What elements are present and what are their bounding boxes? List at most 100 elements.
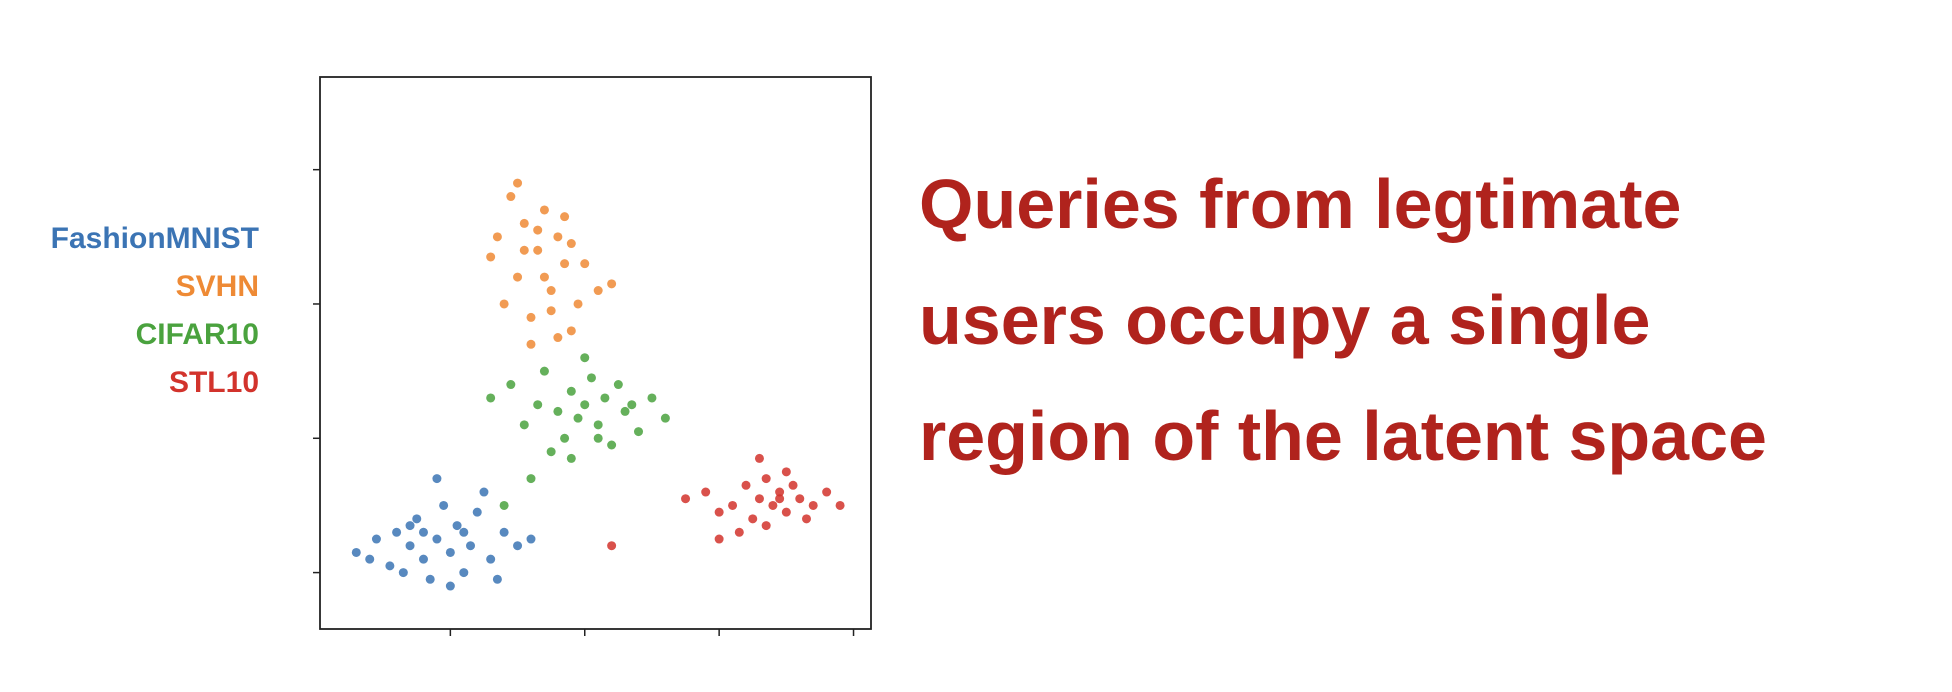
point xyxy=(533,225,543,235)
point xyxy=(634,427,644,437)
point xyxy=(801,514,811,524)
point xyxy=(607,541,617,551)
point xyxy=(425,574,435,584)
point xyxy=(546,306,556,316)
point xyxy=(620,406,630,416)
point xyxy=(486,252,496,262)
point xyxy=(714,507,724,517)
point xyxy=(405,541,415,551)
legend-label: STL10 xyxy=(169,366,259,399)
plot-frame xyxy=(319,76,872,630)
point xyxy=(459,568,469,578)
point xyxy=(593,420,603,430)
point xyxy=(439,500,449,510)
point xyxy=(701,487,711,497)
point xyxy=(492,232,502,242)
point xyxy=(452,521,462,531)
point xyxy=(660,413,670,423)
point xyxy=(573,413,583,423)
point xyxy=(539,205,549,215)
point xyxy=(593,433,603,443)
point xyxy=(506,192,516,202)
annotation-line: users occupy a single xyxy=(919,281,1650,359)
point xyxy=(519,218,529,228)
point xyxy=(526,474,536,484)
point xyxy=(600,393,610,403)
annotation-line: Queries from legtimate xyxy=(919,165,1681,243)
point xyxy=(499,527,509,537)
point xyxy=(412,514,422,524)
point xyxy=(607,440,617,450)
point xyxy=(499,500,509,510)
legend-label: SVHN xyxy=(176,270,259,303)
point xyxy=(539,366,549,376)
point xyxy=(607,279,617,289)
point xyxy=(573,299,583,309)
point xyxy=(486,393,496,403)
point xyxy=(459,527,469,537)
point xyxy=(681,494,691,504)
point xyxy=(775,494,785,504)
point xyxy=(432,474,442,484)
point xyxy=(513,541,523,551)
point xyxy=(714,534,724,544)
point xyxy=(761,521,771,531)
point xyxy=(613,380,623,390)
point xyxy=(398,568,408,578)
point xyxy=(513,272,523,282)
point xyxy=(566,386,576,396)
point xyxy=(822,487,832,497)
point xyxy=(627,400,637,410)
point xyxy=(385,561,395,571)
point xyxy=(761,474,771,484)
point xyxy=(418,527,428,537)
point xyxy=(371,534,381,544)
point xyxy=(560,212,570,222)
point xyxy=(553,406,563,416)
point xyxy=(788,480,798,490)
point xyxy=(566,326,576,336)
point xyxy=(835,500,845,510)
point xyxy=(418,554,428,564)
point xyxy=(519,420,529,430)
point xyxy=(466,541,476,551)
point xyxy=(586,373,596,383)
point xyxy=(472,507,482,517)
legend-label: CIFAR10 xyxy=(136,318,259,351)
point xyxy=(513,178,523,188)
point xyxy=(519,245,529,255)
point xyxy=(546,286,556,296)
point xyxy=(553,333,563,343)
point xyxy=(560,433,570,443)
point xyxy=(526,339,536,349)
point xyxy=(539,272,549,282)
legend-label: FashionMNIST xyxy=(51,222,259,255)
point xyxy=(499,299,509,309)
point xyxy=(351,547,361,557)
point xyxy=(526,534,536,544)
point xyxy=(566,239,576,249)
point xyxy=(754,453,764,463)
point xyxy=(754,494,764,504)
point xyxy=(593,286,603,296)
point xyxy=(734,527,744,537)
point xyxy=(445,547,455,557)
point xyxy=(533,400,543,410)
point xyxy=(566,453,576,463)
point xyxy=(748,514,758,524)
point xyxy=(795,494,805,504)
point xyxy=(781,467,791,477)
point xyxy=(768,500,778,510)
point xyxy=(808,500,818,510)
point xyxy=(775,487,785,497)
point xyxy=(405,521,415,531)
point xyxy=(560,259,570,269)
point xyxy=(392,527,402,537)
point xyxy=(432,534,442,544)
point xyxy=(741,480,751,490)
point xyxy=(546,447,556,457)
point xyxy=(553,232,563,242)
point xyxy=(506,380,516,390)
point xyxy=(445,581,455,591)
